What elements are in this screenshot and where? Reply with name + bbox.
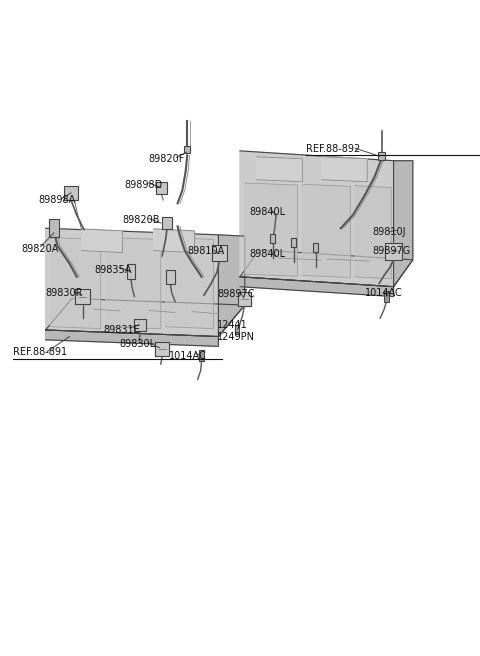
Text: REF.88-892: REF.88-892: [306, 144, 360, 154]
Polygon shape: [238, 292, 251, 306]
Text: 89840L: 89840L: [250, 207, 286, 217]
Bar: [235, 325, 239, 334]
Text: 89810A: 89810A: [187, 246, 225, 256]
Polygon shape: [75, 289, 90, 304]
Bar: [184, 146, 190, 153]
Bar: [156, 182, 167, 194]
Polygon shape: [394, 161, 413, 287]
Polygon shape: [322, 157, 367, 182]
Text: 89831E: 89831E: [103, 325, 140, 335]
Text: 89840L: 89840L: [250, 249, 286, 259]
Bar: [49, 219, 59, 237]
Bar: [199, 350, 204, 361]
Bar: [291, 238, 296, 247]
Text: 89897C: 89897C: [217, 289, 254, 299]
Polygon shape: [46, 330, 218, 346]
Bar: [166, 270, 175, 284]
Polygon shape: [166, 237, 214, 329]
Polygon shape: [50, 237, 101, 329]
Polygon shape: [212, 245, 227, 261]
Polygon shape: [240, 151, 394, 287]
Polygon shape: [240, 250, 413, 287]
Bar: [378, 152, 385, 160]
Polygon shape: [218, 235, 245, 337]
Polygon shape: [82, 229, 122, 253]
Polygon shape: [355, 186, 391, 279]
Polygon shape: [257, 157, 302, 182]
Text: 89830R: 89830R: [46, 288, 83, 298]
Text: 89835A: 89835A: [94, 264, 132, 275]
Polygon shape: [245, 183, 298, 276]
Bar: [384, 291, 389, 302]
Text: REF.88-891: REF.88-891: [13, 347, 68, 358]
Text: 89830L: 89830L: [119, 338, 155, 349]
Text: 89897G: 89897G: [372, 246, 410, 256]
Text: 89820A: 89820A: [22, 244, 59, 255]
Text: 12441: 12441: [217, 320, 248, 331]
Bar: [313, 243, 318, 252]
Polygon shape: [154, 229, 194, 253]
Polygon shape: [302, 184, 350, 277]
Text: 89898D: 89898D: [125, 180, 163, 190]
Text: 89898A: 89898A: [38, 195, 76, 205]
Polygon shape: [240, 277, 394, 297]
Polygon shape: [385, 243, 402, 260]
Text: 89810J: 89810J: [372, 226, 406, 237]
Text: 1014AC: 1014AC: [169, 350, 207, 361]
Polygon shape: [46, 298, 245, 337]
Text: 89820B: 89820B: [122, 215, 160, 225]
Bar: [134, 319, 146, 331]
Bar: [270, 234, 275, 243]
Bar: [162, 217, 172, 229]
Bar: [127, 264, 135, 279]
Polygon shape: [46, 228, 218, 337]
Polygon shape: [155, 342, 169, 356]
Bar: [64, 186, 78, 200]
Text: 1249PN: 1249PN: [217, 331, 255, 342]
Text: 89820F: 89820F: [149, 154, 185, 164]
Polygon shape: [106, 237, 161, 329]
Text: 1014AC: 1014AC: [365, 288, 403, 298]
